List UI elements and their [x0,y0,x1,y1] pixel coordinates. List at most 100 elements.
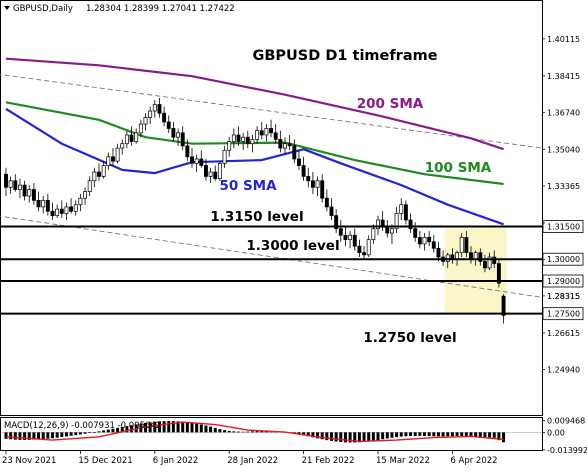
macd-histogram-bar [381,432,385,440]
candle-bearish [483,261,487,269]
sma-label-3: 50 SMA [219,178,277,194]
macd-histogram-bar [404,432,408,437]
sma-label-1: 200 SMA [357,96,424,112]
candle-bearish [357,245,362,254]
trendline-layer [0,73,543,298]
level-label-4: 1.2750 level [363,330,456,346]
candle-bullish [124,134,129,145]
price-tick-label: 1.24940 [547,365,580,374]
macd-histogram-bar [399,432,403,437]
macd-histogram-bar [144,422,147,433]
price-tick-label: 1.38415 [547,72,580,81]
macd-histogram-bar [37,432,41,440]
candle-bullish [134,132,139,142]
candle-bearish [496,263,501,284]
candle-bearish [310,180,315,188]
candle-bullish [18,184,22,190]
candle-bearish [403,204,408,221]
candle-bearish [22,184,27,197]
macd-histogram-bar [185,422,189,433]
level-price-tag: 1.29000 [547,277,580,286]
candle-bearish [129,134,134,142]
macd-histogram-bar [325,432,329,441]
level-price-tag-box [542,220,584,233]
macd-histogram-bar [41,432,45,439]
price-tick-label: 1.40115 [547,35,580,44]
macd-histogram-bar [357,432,361,443]
candle-bullish [445,254,450,262]
candle-bearish [417,237,422,245]
level-price-tag: 1.27500 [547,310,580,319]
macd-histogram-bar [148,422,152,433]
sma-layer: 200 SMA 100 SMA 50 SMA [5,57,504,226]
macd-header: MACD(12,26,9) -0.007931 -0.005642 [4,421,161,431]
level-price-tag: 1.30000 [547,255,580,264]
price-tick-label: 1.28315 [547,292,580,301]
level-price-tag-box [542,307,584,321]
macd-histogram-bar [488,432,492,438]
macd-histogram-bar [218,429,222,433]
main-plot-frame [0,0,543,416]
macd-histogram-bar [106,429,110,433]
candle-bearish [171,128,176,138]
candle-bullish [87,180,92,193]
candle-bearish [464,237,469,254]
candle-bullish [208,171,213,177]
candle-bullish [487,256,492,269]
candle-bullish [390,228,394,234]
macd-histogram-bar [348,432,352,443]
macd-histogram-bar [367,432,371,442]
macd-histogram-bar [209,426,213,433]
candle-bearish [334,215,339,230]
candle-bullish [217,162,222,179]
macd-histogram-bar [311,432,315,438]
candle-bearish [501,295,506,316]
candle-bullish [64,206,69,214]
macd-histogram-bar [353,432,357,443]
macd-histogram-bar [111,428,115,433]
macd-histogram-bar [483,432,487,438]
macd-histogram-bar [390,432,394,438]
macd-histogram-bar [436,432,440,437]
candle-bearish [269,128,274,134]
macd-histogram-bar [450,432,454,437]
candle-bullish [78,197,83,206]
candle-bearish [338,228,343,236]
candle-bearish [166,121,171,129]
time-axis: 23 Nov 2021 15 Dec 2021 6 Jan 2022 28 Jan 2… [2,451,498,466]
candle-bullish [8,180,13,188]
macd-histogram-bar [362,432,366,442]
macd-histogram-bar [418,432,422,436]
candle-bearish [204,165,208,177]
candle-bearish [185,145,190,158]
candle-bearish [97,171,101,177]
macd-histogram-bar [32,432,36,440]
candle-bearish [320,180,325,199]
candle-bullish [315,180,320,188]
sma-label-2: 100 SMA [425,160,492,176]
time-tick-label: 23 Nov 2021 [2,456,56,466]
candle-bullish [92,171,97,182]
macd-histogram-bar [55,432,59,438]
macd-histogram-bar [469,432,473,437]
macd-histogram-bar [306,432,310,437]
level-label-2: 1.3000 level [246,238,339,254]
candle-bearish [329,206,334,216]
levels-layer: 1.3150 level 1.3000 level 1.2750 level [1,209,542,346]
macd-histogram-bar [446,432,450,437]
macd-layer: 0.009468 0.00 -0.013992 [1,417,587,455]
candle-bearish [278,139,283,149]
macd-histogram-bar [409,432,413,436]
candle-bearish [478,252,483,262]
candle-bullish [241,136,246,142]
ohlc-readout: 1.28304 1.28399 1.27041 1.27422 [86,4,235,14]
collapse-triangle-icon[interactable] [4,6,10,10]
candle-bearish [110,156,115,162]
macd-histogram-bar [297,432,301,435]
macd-histogram-bar [302,432,306,436]
macd-histogram-bar [97,431,101,433]
candle-bullish [371,228,376,240]
candle-bearish [324,197,329,208]
macd-histogram-bar [502,432,506,443]
